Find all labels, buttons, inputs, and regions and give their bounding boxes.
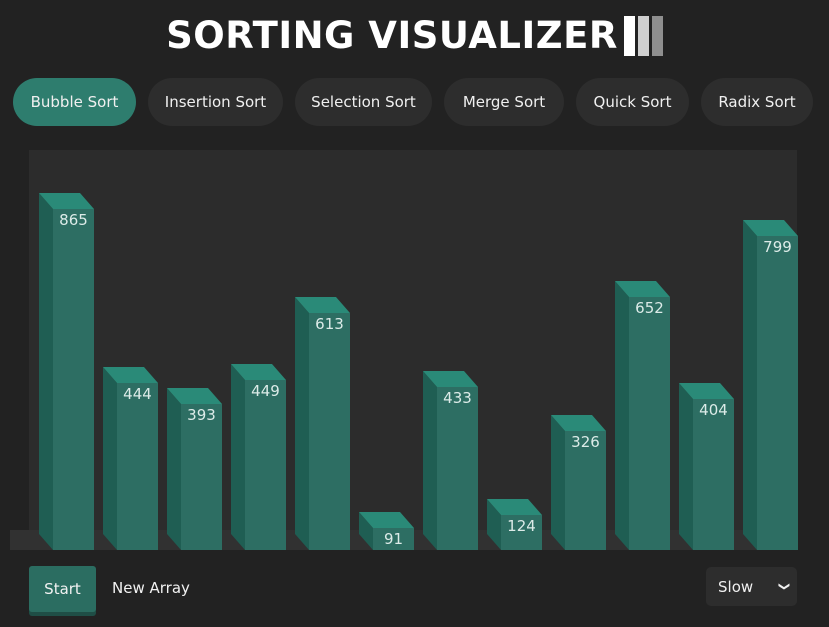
array-bar: 433	[423, 371, 478, 550]
array-bar: 404	[679, 383, 734, 550]
controls-bar: Start New Array Slow ❯	[0, 566, 829, 616]
chevron-down-icon: ❯	[777, 581, 791, 592]
bubble-sort-button[interactable]: Bubble Sort	[13, 78, 136, 126]
array-bar: 124	[487, 499, 542, 550]
array-bar: 449	[231, 364, 286, 550]
array-bar: 865	[39, 193, 94, 550]
array-bar: 444	[103, 367, 158, 550]
bar-value-label: 124	[507, 517, 536, 535]
speed-select[interactable]: Slow ❯	[706, 567, 797, 606]
bar-value-label: 404	[699, 401, 728, 419]
merge-sort-button[interactable]: Merge Sort	[444, 78, 564, 126]
new-array-button[interactable]: New Array	[106, 566, 196, 610]
bar-value-label: 613	[315, 315, 344, 333]
bar-value-label: 433	[443, 389, 472, 407]
array-bar: 91	[359, 512, 414, 550]
header: SORTING VISUALIZER	[0, 10, 829, 60]
array-bar: 652	[615, 281, 670, 550]
speed-value: Slow	[718, 577, 754, 596]
algorithm-tabs: Bubble Sort Insertion Sort Selection Sor…	[0, 78, 829, 126]
page-title: SORTING VISUALIZER	[166, 13, 618, 57]
bar-value-label: 393	[187, 406, 216, 424]
bar-value-label: 799	[763, 238, 792, 256]
array-bar: 326	[551, 415, 606, 550]
selection-sort-button[interactable]: Selection Sort	[295, 78, 432, 126]
start-button[interactable]: Start	[29, 566, 96, 612]
bar-value-label: 91	[383, 530, 404, 548]
bar-value-label: 326	[571, 433, 600, 451]
bar-value-label: 652	[635, 299, 664, 317]
array-bar: 393	[167, 388, 222, 550]
bar-value-label: 449	[251, 382, 280, 400]
insertion-sort-button[interactable]: Insertion Sort	[148, 78, 283, 126]
quick-sort-button[interactable]: Quick Sort	[576, 78, 689, 126]
radix-sort-button[interactable]: Radix Sort	[701, 78, 813, 126]
array-bar: 799	[743, 220, 798, 550]
bars-logo-icon	[623, 16, 663, 56]
bar-value-label: 444	[123, 385, 152, 403]
bar-value-label: 865	[59, 211, 88, 229]
array-bar: 613	[295, 297, 350, 550]
